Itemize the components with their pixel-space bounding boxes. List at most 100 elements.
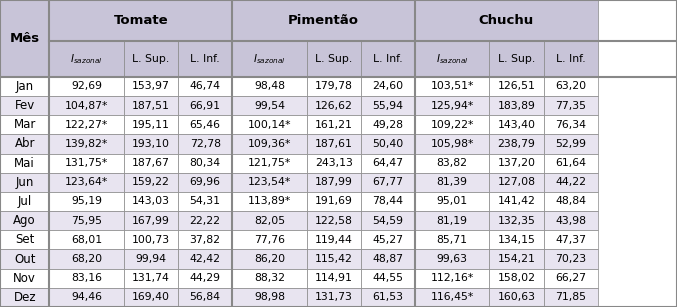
Bar: [307, 41, 361, 77]
Bar: [232, 211, 307, 230]
Text: 243,13: 243,13: [315, 158, 353, 168]
Text: 44,22: 44,22: [555, 177, 586, 187]
Bar: [415, 173, 489, 192]
Text: Jan: Jan: [16, 80, 34, 93]
Text: 72,78: 72,78: [190, 139, 221, 149]
Bar: [178, 41, 232, 77]
Text: 187,67: 187,67: [132, 158, 170, 168]
Text: 158,02: 158,02: [498, 273, 536, 283]
Text: 131,73: 131,73: [315, 292, 353, 302]
Text: 77,76: 77,76: [254, 235, 285, 245]
Text: 69,96: 69,96: [190, 177, 221, 187]
Text: 123,64*: 123,64*: [65, 177, 108, 187]
Text: 66,27: 66,27: [555, 273, 586, 283]
Text: Pimentão: Pimentão: [288, 14, 359, 27]
Text: 37,82: 37,82: [190, 235, 221, 245]
Bar: [361, 211, 415, 230]
Bar: [232, 115, 307, 134]
Bar: [544, 288, 598, 307]
Bar: [361, 173, 415, 192]
Bar: [0, 115, 49, 134]
Text: 77,35: 77,35: [555, 100, 586, 111]
Bar: [415, 0, 598, 41]
Text: 103,51*: 103,51*: [431, 81, 474, 91]
Bar: [0, 134, 49, 154]
Text: 86,20: 86,20: [254, 254, 285, 264]
Bar: [544, 269, 598, 288]
Bar: [307, 173, 361, 192]
Bar: [49, 230, 124, 249]
Bar: [307, 134, 361, 154]
Text: 48,84: 48,84: [555, 196, 586, 207]
Bar: [178, 192, 232, 211]
Bar: [361, 230, 415, 249]
Bar: [307, 211, 361, 230]
Bar: [0, 192, 49, 211]
Text: 238,79: 238,79: [498, 139, 536, 149]
Bar: [544, 211, 598, 230]
Bar: [415, 230, 489, 249]
Bar: [489, 288, 544, 307]
Bar: [124, 192, 178, 211]
Bar: [124, 249, 178, 269]
Text: 126,51: 126,51: [498, 81, 536, 91]
Text: 143,03: 143,03: [132, 196, 170, 207]
Text: 114,91: 114,91: [315, 273, 353, 283]
Bar: [361, 288, 415, 307]
Text: 98,48: 98,48: [254, 81, 285, 91]
Text: 125,94*: 125,94*: [431, 100, 474, 111]
Text: L. Inf.: L. Inf.: [373, 54, 403, 64]
Bar: [124, 230, 178, 249]
Text: 187,61: 187,61: [315, 139, 353, 149]
Bar: [232, 96, 307, 115]
Text: Out: Out: [14, 253, 35, 266]
Text: 187,51: 187,51: [132, 100, 170, 111]
Text: 43,98: 43,98: [555, 216, 586, 226]
Text: Ago: Ago: [14, 214, 36, 227]
Bar: [361, 41, 415, 77]
Text: 137,20: 137,20: [498, 158, 536, 168]
Text: 143,40: 143,40: [498, 120, 536, 130]
Bar: [361, 154, 415, 173]
Text: 44,29: 44,29: [190, 273, 221, 283]
Bar: [178, 173, 232, 192]
Text: 154,21: 154,21: [498, 254, 536, 264]
Text: Jul: Jul: [18, 195, 32, 208]
Text: 116,45*: 116,45*: [431, 292, 474, 302]
Text: 121,75*: 121,75*: [248, 158, 291, 168]
Bar: [49, 269, 124, 288]
Bar: [361, 192, 415, 211]
Text: 70,23: 70,23: [555, 254, 586, 264]
Text: 49,28: 49,28: [372, 120, 403, 130]
Bar: [361, 269, 415, 288]
Text: 68,01: 68,01: [71, 235, 102, 245]
Bar: [49, 249, 124, 269]
Bar: [307, 249, 361, 269]
Bar: [49, 41, 124, 77]
Bar: [178, 230, 232, 249]
Bar: [49, 77, 124, 96]
Bar: [544, 77, 598, 96]
Bar: [0, 173, 49, 192]
Text: Mês: Mês: [9, 32, 40, 45]
Bar: [49, 0, 232, 41]
Text: 78,44: 78,44: [372, 196, 403, 207]
Text: 82,05: 82,05: [254, 216, 285, 226]
Text: 45,27: 45,27: [372, 235, 403, 245]
Text: 61,53: 61,53: [372, 292, 403, 302]
Text: 71,85: 71,85: [555, 292, 586, 302]
Text: 46,74: 46,74: [190, 81, 221, 91]
Bar: [178, 249, 232, 269]
Text: 67,77: 67,77: [372, 177, 403, 187]
Bar: [49, 134, 124, 154]
Text: 81,39: 81,39: [437, 177, 468, 187]
Text: 98,98: 98,98: [254, 292, 285, 302]
Bar: [232, 154, 307, 173]
Text: 100,14*: 100,14*: [248, 120, 291, 130]
Text: 139,82*: 139,82*: [65, 139, 108, 149]
Bar: [124, 269, 178, 288]
Text: 179,78: 179,78: [315, 81, 353, 91]
Text: 80,34: 80,34: [190, 158, 221, 168]
Bar: [232, 288, 307, 307]
Bar: [544, 173, 598, 192]
